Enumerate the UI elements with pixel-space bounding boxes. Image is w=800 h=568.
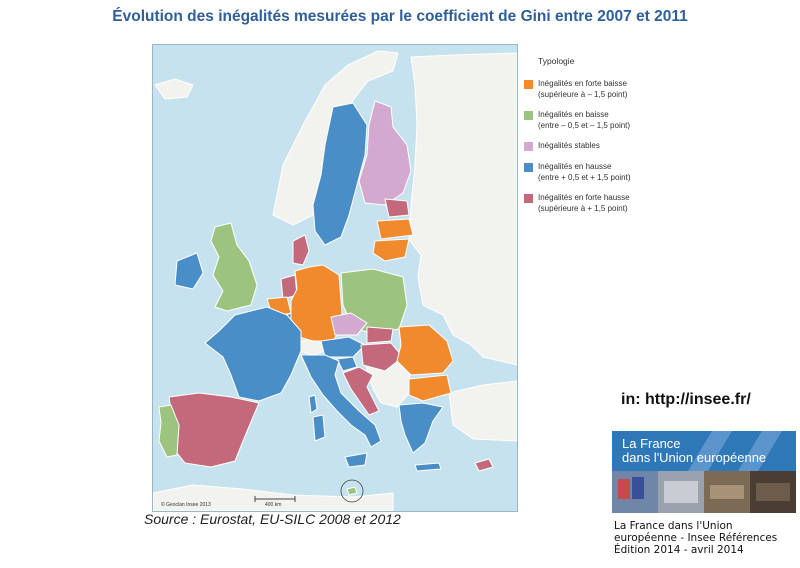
legend-item-strong-decrease: Inégalités en forte baisse (supérieure à…: [524, 78, 684, 100]
legend-label: Inégalités stables: [538, 141, 600, 150]
country-slovakia: [366, 326, 394, 344]
country-latvia: [376, 218, 414, 240]
europe-map: 400 km © Geoclan Insee 2013: [152, 44, 518, 512]
country-sweden: [312, 102, 368, 246]
cover-photos: [612, 471, 796, 513]
legend-label: Inégalités en hausse: [538, 162, 612, 171]
publication-caption: La France dans l'Union européenne - Inse…: [614, 520, 798, 556]
malta-highlight-circle: [340, 479, 364, 503]
country-estonia: [384, 198, 410, 218]
country-ireland: [174, 252, 204, 290]
legend-label: Inégalités en forte baisse: [538, 79, 627, 88]
country-croatia: [342, 366, 380, 416]
country-turkey: [448, 380, 517, 442]
caption-line3: Édition 2014 - avril 2014: [614, 544, 744, 556]
country-iceland: [154, 78, 194, 100]
legend-swatch: [524, 163, 533, 172]
legend-label: Inégalités en baisse: [538, 110, 609, 119]
country-france: [204, 306, 302, 402]
country-hungary: [360, 342, 404, 372]
country-sicily: [344, 452, 368, 468]
country-slovenia: [336, 356, 358, 372]
country-united-kingdom: [210, 222, 258, 312]
legend-detail: (entre – 0,5 et – 1,5 point): [538, 121, 631, 130]
country-cyprus: [474, 458, 494, 472]
legend-heading: Typologie: [538, 56, 575, 66]
country-north-africa: [153, 484, 394, 511]
source-note: Source : Eurostat, EU-SILC 2008 et 2012: [144, 511, 401, 527]
country-austria: [320, 336, 366, 358]
country-crete: [414, 462, 442, 472]
country-czech-republic: [330, 312, 368, 336]
caption-line1: La France dans l'Union: [614, 520, 733, 532]
legend-item-increase: Inégalités en hausse (entre + 0,5 et + 1…: [524, 161, 684, 183]
legend-swatch: [524, 111, 533, 120]
legend: Typologie Inégalités en forte baisse (su…: [524, 56, 684, 223]
country-portugal: [158, 404, 180, 458]
country-bulgaria: [408, 374, 452, 402]
country-malta: [346, 486, 358, 496]
legend-label: Inégalités en forte hausse: [538, 193, 630, 202]
country-spain: [168, 392, 260, 468]
legend-item-stable: Inégalités stables: [524, 140, 684, 152]
cover-title: La France dans l'Union européenne: [622, 437, 766, 465]
country-denmark: [292, 234, 310, 266]
cover-title-line2: dans l'Union européenne: [622, 450, 767, 465]
cover-title-line1: La France: [622, 436, 681, 451]
country-finland: [358, 100, 412, 206]
map-title: Évolution des inégalités mesurées par le…: [112, 8, 688, 25]
legend-swatch: [524, 80, 533, 89]
europe-map-svg: 400 km © Geoclan Insee 2013: [153, 50, 517, 511]
country-sardinia: [312, 414, 326, 442]
legend-swatch: [524, 142, 533, 151]
scale-bar: 400 km: [254, 496, 296, 508]
legend-detail: (entre + 0,5 et + 1,5 point): [538, 173, 631, 182]
country-corsica: [308, 394, 318, 414]
country-russia-belarus-ukraine: [408, 52, 517, 366]
legend-item-decrease: Inégalités en baisse (entre – 0,5 et – 1…: [524, 109, 684, 131]
country-greece: [398, 402, 444, 454]
source-link[interactable]: in: http://insee.fr/: [621, 391, 751, 408]
legend-detail: (supérieure à + 1,5 point): [538, 204, 628, 213]
country-italy: [300, 354, 382, 448]
publication-cover: La France dans l'Union européenne: [612, 431, 796, 513]
cover-decoration: [688, 431, 782, 471]
country-lithuania: [372, 238, 410, 262]
legend-detail: (supérieure à – 1,5 point): [538, 90, 628, 99]
country-romania: [396, 324, 454, 376]
legend-item-strong-increase: Inégalités en forte hausse (supérieure à…: [524, 192, 684, 214]
caption-line2: européenne - Insee Références: [614, 532, 778, 544]
map-copyright: © Geoclan Insee 2013: [161, 501, 211, 508]
legend-swatch: [524, 194, 533, 203]
scale-label: 400 km: [265, 502, 281, 508]
